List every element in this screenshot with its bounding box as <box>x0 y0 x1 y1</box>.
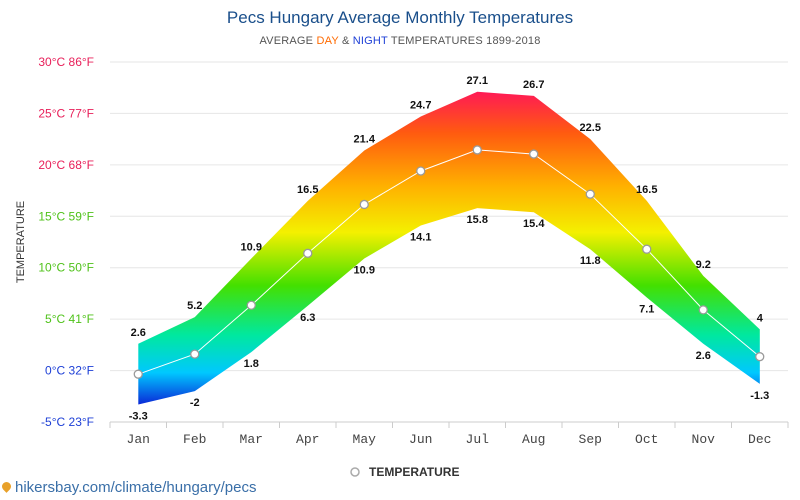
average-temperature-point <box>133 369 143 379</box>
y-tick-label: 5°C 41°F <box>45 312 94 326</box>
chart-subtitle: AVERAGE DAY & NIGHT TEMPERATURES 1899-20… <box>0 35 800 47</box>
y-tick-label: 10°C 50°F <box>38 261 94 275</box>
source-link-text: hikersbay.com/climate/hungary/pecs <box>15 479 257 496</box>
subtitle-amp: & <box>338 35 353 47</box>
x-tick-label: Sep <box>579 432 602 447</box>
average-temperature-point <box>585 189 595 199</box>
x-tick-label: Nov <box>692 432 716 447</box>
location-pin-icon <box>0 480 13 493</box>
night-temperature-label: 11.8 <box>580 255 601 267</box>
average-temperature-point <box>698 305 708 315</box>
x-axis-ticks: Jan Feb Mar Apr May Jun Jul Aug Sep Oct Nov Dec <box>109 421 789 447</box>
x-tick-label: May <box>353 432 377 447</box>
day-temperature-label: 21.4 <box>354 133 376 145</box>
value-labels: 2.6 5.2 10.9 16.5 21.4 24.7 27.1 26.7 22.5 16.5 9.… <box>129 75 769 423</box>
day-temperature-label: 27.1 <box>467 75 488 87</box>
night-temperature-label: 14.1 <box>410 232 431 244</box>
day-temperature-label: 10.9 <box>241 241 262 253</box>
day-temperature-label: 4 <box>757 312 764 324</box>
average-temperature-point <box>642 244 652 254</box>
y-tick-label: -5°C 23°F <box>41 415 94 429</box>
day-temperature-label: 16.5 <box>636 184 657 196</box>
source-link[interactable]: hikersbay.com/climate/hungary/pecs <box>0 479 257 496</box>
subtitle-suffix: TEMPERATURES 1899-2018 <box>387 35 541 47</box>
average-temperature-point <box>359 199 369 210</box>
temperature-band <box>138 91 760 405</box>
night-temperature-label: 7.1 <box>639 304 654 316</box>
average-temperature-point <box>246 300 256 310</box>
x-tick-label: Mar <box>240 432 263 447</box>
legend-label: TEMPERATURE <box>369 465 459 479</box>
average-temperature-line <box>138 149 761 375</box>
x-tick-label: Apr <box>296 432 319 447</box>
night-temperature-label: 6.3 <box>300 312 315 324</box>
temperature-range-area <box>138 91 760 405</box>
day-temperature-label: 2.6 <box>131 327 146 339</box>
night-temperature-label: 2.6 <box>696 350 711 362</box>
y-tick-label: 15°C 59°F <box>38 209 94 223</box>
day-temperature-label: 5.2 <box>187 300 202 312</box>
average-temperature-point <box>755 352 765 362</box>
average-temperature-point <box>472 145 482 155</box>
day-temperature-label: 26.7 <box>523 79 544 91</box>
night-temperature-label: 10.9 <box>354 264 375 276</box>
y-axis-label: TEMPERATURE <box>15 201 27 283</box>
night-temperature-label: 15.8 <box>467 214 488 226</box>
subtitle-day: DAY <box>316 35 339 47</box>
day-temperature-label: 9.2 <box>696 259 711 271</box>
night-temperature-label: 15.4 <box>523 218 545 230</box>
night-temperature-label: 1.8 <box>244 358 259 370</box>
average-temperature-point <box>190 349 200 359</box>
y-axis-ticks: -5°C 23°F 0°C 32°F 5°C 41°F 10°C 50°F 15°C 5… <box>38 55 94 429</box>
average-temperature-point <box>303 248 313 258</box>
day-temperature-label: 24.7 <box>410 100 431 112</box>
night-temperature-label: -3.3 <box>129 411 148 423</box>
x-tick-label: Feb <box>183 432 206 447</box>
night-temperature-label: -2 <box>190 397 200 409</box>
average-temperature-point <box>529 149 539 159</box>
average-line <box>133 145 765 379</box>
subtitle-prefix: AVERAGE <box>259 35 317 47</box>
x-tick-label: Oct <box>635 432 658 447</box>
y-tick-label: 20°C 68°F <box>38 158 94 172</box>
night-temperature-label: -1.3 <box>750 390 769 402</box>
average-temperature-point <box>416 166 426 176</box>
x-tick-label: Jun <box>409 432 432 447</box>
y-tick-label: 25°C 77°F <box>38 106 94 120</box>
y-tick-label: 0°C 32°F <box>45 364 94 378</box>
day-temperature-label: 22.5 <box>580 122 601 134</box>
chart-title: Pecs Hungary Average Monthly Temperature… <box>226 8 574 27</box>
x-tick-label: Jan <box>127 432 150 447</box>
legend[interactable]: TEMPERATURE <box>350 465 459 479</box>
x-tick-label: Aug <box>522 432 545 447</box>
day-temperature-label: 16.5 <box>297 184 318 196</box>
x-tick-label: Dec <box>748 432 771 447</box>
legend-marker <box>350 467 360 477</box>
subtitle-night: NIGHT <box>352 35 388 47</box>
x-tick-label: Jul <box>466 432 490 447</box>
y-tick-label: 30°C 86°F <box>38 55 94 69</box>
